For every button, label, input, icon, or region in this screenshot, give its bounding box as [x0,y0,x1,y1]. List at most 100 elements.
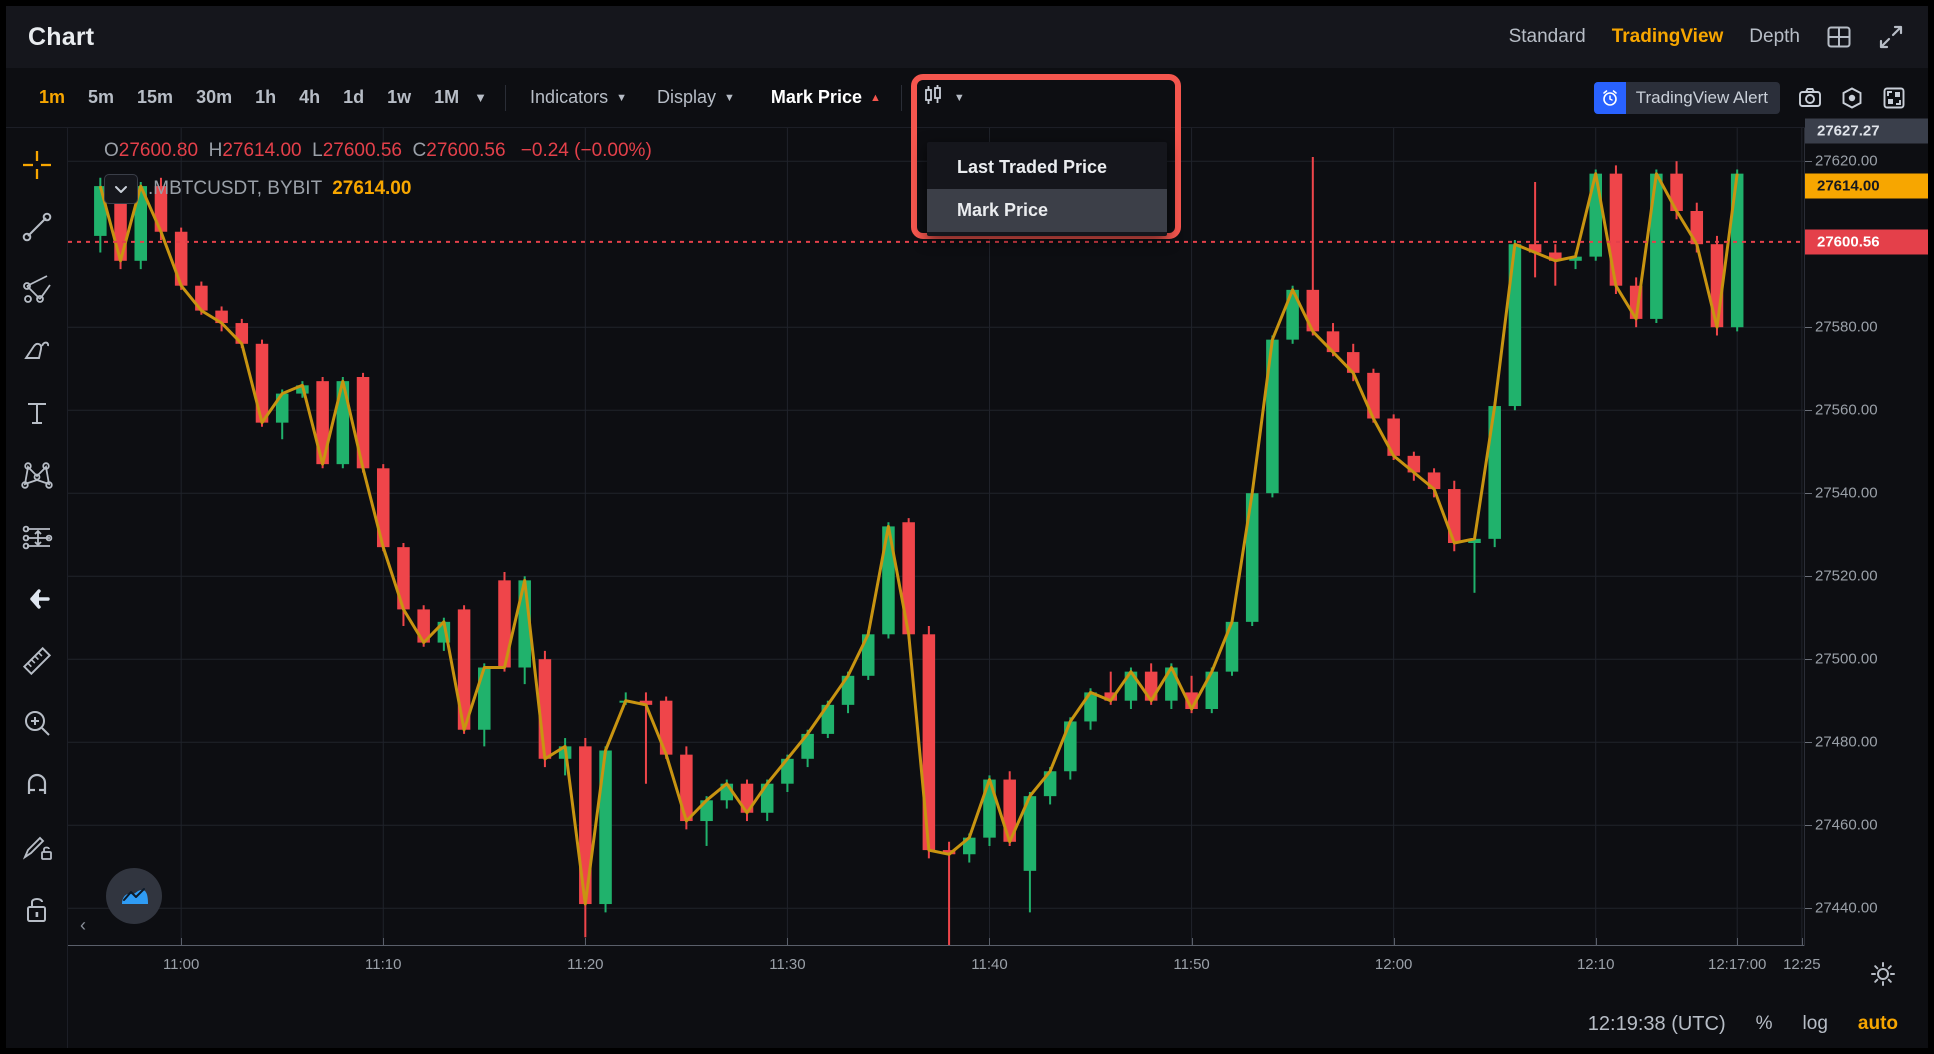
price-axis-tick: 27540.00 [1815,484,1878,502]
dropdown-option-mark-price[interactable]: Mark Price [927,189,1167,232]
time-axis-tick: 12:25 [1783,956,1821,973]
candle-type-button[interactable]: ▼ [916,80,971,115]
page-title: Chart [28,22,95,51]
view-tab-depth[interactable]: Depth [1749,26,1800,47]
price-badge-top: 27627.27 [1805,118,1928,144]
timeframe-30m[interactable]: 30m [196,87,233,107]
time-axis-tick: 12:17:00 [1707,956,1767,973]
timeframe-1d[interactable]: 1d [343,87,365,107]
symbol-name: .MBTCUSDT, BYBIT [148,178,323,199]
price-badge-last: 27600.56 [1805,229,1928,255]
chart-overlay-button[interactable] [106,868,162,924]
price-axis-tick-mark [1805,825,1812,827]
timeframe-1w[interactable]: 1w [387,87,412,107]
price-axis-tick-mark [1805,493,1812,495]
price-axis-tick-mark [1805,327,1812,329]
auto-scale-button[interactable]: auto [1857,1013,1898,1034]
ohlc-low-value: 27600.56 [322,140,402,161]
candlestick-plot[interactable] [68,128,1804,946]
symbol-collapse-chevron-down-icon[interactable] [104,174,138,204]
text-tool-icon[interactable] [14,390,60,436]
zoom-in-tool-icon[interactable] [14,700,60,746]
time-axis-tick: 12:00 [1374,956,1413,973]
ohlc-legend: O27600.80 H27614.00 L27600.56 C27600.56 … [104,140,652,162]
timeframe-4h[interactable]: 4h [299,87,321,107]
price-axis-tick-mark [1805,410,1812,412]
magnet-tool-icon[interactable] [14,762,60,808]
tradingview-alert-button[interactable]: TradingView Alert [1593,81,1780,114]
timeframe-15m[interactable]: 15m [137,87,174,107]
price-axis-tick-mark [1805,161,1812,163]
chart-settings-gear-icon[interactable] [1870,961,1896,992]
timeframe-1M[interactable]: 1M [434,87,460,107]
time-axis-tick: 11:20 [567,956,604,973]
view-tab-standard[interactable]: Standard [1508,26,1586,47]
chevron-down-icon: ▼ [953,91,965,104]
display-button[interactable]: Display ▼ [651,83,741,112]
time-axis-tick-mark [383,938,385,946]
plot-svg [68,128,1804,946]
brush-tool-icon[interactable] [14,328,60,374]
long-position-tool-icon[interactable] [14,514,60,560]
price-axis-tick: 27480.00 [1815,733,1878,751]
time-axis-tick-mark [181,938,183,946]
chart-area[interactable]: O27600.80 H27614.00 L27600.56 C27600.56 … [68,118,1928,1048]
price-axis-tick-mark [1805,908,1812,910]
percent-scale-button[interactable]: % [1755,1013,1773,1034]
ohlc-low-label: L [312,140,323,161]
display-label: Display [656,87,717,107]
time-axis-tick: 11:40 [971,956,1008,973]
crosshair-tool-icon[interactable] [14,142,60,188]
ohlc-open-value: 27600.80 [118,140,199,161]
time-axis-tick-mark [585,938,587,946]
timeframe-more-chevron-down-icon[interactable]: ▼ [474,90,488,105]
timeframe-1h[interactable]: 1h [255,87,277,107]
chart-toolbar: 1m 5m 15m 30m 1h 4h 1d 1w 1M ▼ Indicator… [6,68,1928,128]
time-axis[interactable]: 11:00 11:10 11:20 11:30 11:40 11:50 12:00 12:10… [68,938,1821,1000]
time-axis-tick: 11:30 [769,956,806,973]
measure-ruler-tool-icon[interactable] [14,638,60,684]
price-source-button[interactable]: Mark Price ▲ [765,83,887,112]
price-axis-tick-mark [1805,576,1812,578]
pattern-tool-icon[interactable] [14,452,60,498]
price-axis-tick: 27520.00 [1815,567,1878,585]
dropdown-option-last-traded-price[interactable]: Last Traded Price [957,157,1108,177]
arrow-marker-tool-icon[interactable] [14,576,60,622]
toolbar-divider-2 [900,84,902,111]
ohlc-close-label: C [412,140,427,161]
time-axis-tick: 11:50 [1173,956,1210,973]
price-axis-tick: 27440.00 [1815,899,1878,917]
scroll-left-chevron-icon[interactable]: ‹ [80,915,86,935]
chevron-down-icon: ▼ [724,91,735,104]
settings-hex-icon[interactable] [1840,86,1864,110]
drawing-lock-tool-icon[interactable] [14,824,60,870]
price-axis-tick: 27620.00 [1815,152,1878,170]
indicators-button[interactable]: Indicators ▼ [524,83,633,112]
price-axis-tick-mark [1805,659,1812,661]
price-axis[interactable]: 27620.00 27580.00 27560.00 27540.00 27520.00… [1804,118,1928,946]
ohlc-close-value: 27600.56 [426,140,506,161]
time-axis-tick-mark [787,938,789,946]
log-scale-button[interactable]: log [1802,1013,1828,1034]
fullscreen-icon[interactable] [1882,86,1906,110]
grid-layout-icon[interactable] [1826,24,1852,50]
trend-line-tool-icon[interactable] [14,204,60,250]
time-axis-tick-mark [1595,938,1597,946]
price-axis-tick: 27500.00 [1815,650,1878,668]
camera-snapshot-icon[interactable] [1798,86,1822,110]
lock-tool-icon[interactable] [14,886,60,932]
price-axis-tick: 27560.00 [1815,401,1878,419]
fib-fork-tool-icon[interactable] [14,266,60,312]
price-source-dropdown: Last Traded Price Mark Price [927,142,1167,236]
chart-status-bar: 12:19:38 (UTC) % log auto [6,1000,1928,1048]
app-header: Chart Standard TradingView Depth [6,6,1928,68]
symbol-legend: .MBTCUSDT, BYBIT 27614.00 [104,174,411,204]
time-axis-tick-mark [989,938,991,946]
indicators-label: Indicators [530,87,609,107]
time-axis-tick-mark [1393,938,1395,946]
timeframe-1m[interactable]: 1m [39,87,66,107]
view-tab-tradingview[interactable]: TradingView [1611,26,1724,47]
timeframe-5m[interactable]: 5m [88,87,115,107]
fullscreen-expand-icon[interactable] [1878,24,1904,50]
